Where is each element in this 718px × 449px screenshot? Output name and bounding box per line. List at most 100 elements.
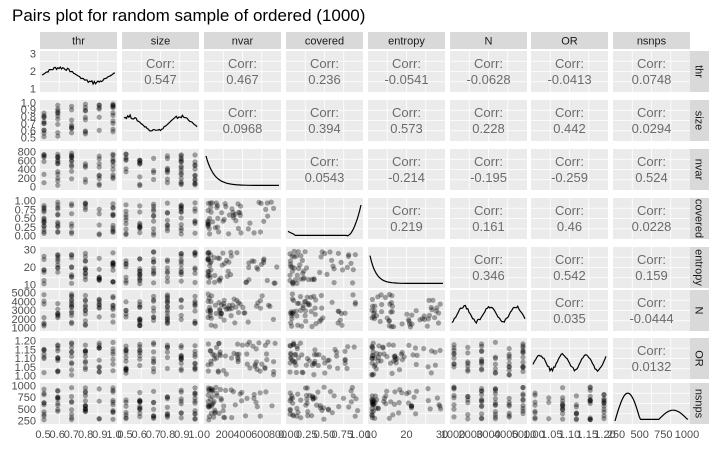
scatter-point	[238, 203, 244, 209]
scatter-point	[242, 413, 249, 419]
x-tick-label: 800	[269, 429, 287, 441]
scatter-point	[492, 366, 498, 372]
panel-OR-nsnps: Corr:0.0132	[613, 338, 690, 379]
scatter-point	[192, 385, 198, 391]
scatter-point	[178, 316, 184, 323]
scatter-point	[246, 339, 252, 345]
scatter-point	[69, 103, 75, 109]
scatter-point	[424, 323, 430, 329]
scatter-point	[55, 355, 61, 361]
scatter-point	[41, 230, 47, 236]
scatter-point	[221, 216, 227, 222]
scatter-point	[192, 208, 198, 214]
scatter-point	[479, 341, 485, 347]
scatter-point	[178, 271, 184, 278]
scatter-point	[520, 385, 526, 391]
scatter-point	[560, 404, 566, 410]
scatter-point	[137, 406, 143, 412]
scatter-point	[293, 369, 299, 376]
scatter-point	[386, 323, 392, 329]
scatter-point	[69, 407, 75, 413]
scatter-point	[390, 342, 396, 348]
scatter-point	[216, 255, 222, 261]
scatter-point	[205, 250, 211, 257]
scatter-point	[492, 388, 498, 394]
scatter-point	[479, 399, 485, 405]
scatter-point	[192, 354, 198, 360]
corr-label: Corr:	[474, 252, 503, 267]
scatter-point	[96, 274, 102, 281]
scatter-point	[164, 292, 170, 298]
scatter-point	[41, 114, 47, 120]
scatter-point	[123, 370, 129, 376]
scatter-point	[55, 264, 61, 271]
scatter-point	[352, 252, 358, 258]
scatter-point	[206, 279, 212, 285]
scatter-point	[192, 182, 198, 188]
y-tick-label: 0	[30, 182, 36, 194]
scatter-point	[69, 340, 75, 346]
scatter-point	[69, 398, 75, 405]
scatter-point	[229, 302, 236, 308]
scatter-point	[110, 104, 116, 110]
scatter-point	[41, 229, 47, 235]
scatter-point	[69, 264, 75, 271]
scatter-point	[192, 400, 198, 406]
scatter-point	[69, 372, 75, 378]
scatter-point	[164, 394, 170, 400]
scatter-point	[82, 107, 88, 113]
scatter-point	[69, 201, 75, 207]
scatter-point	[211, 398, 217, 405]
x-tick-label: 5000	[512, 429, 536, 441]
scatter-point	[55, 110, 61, 116]
scatter-point	[262, 365, 268, 371]
scatter-point	[325, 406, 331, 412]
panel-entropy-size	[122, 247, 199, 288]
scatter-point	[137, 304, 143, 310]
scatter-point	[192, 320, 198, 326]
scatter-point	[210, 400, 216, 406]
scatter-point	[311, 277, 317, 283]
scatter-point	[492, 361, 498, 367]
scatter-point	[205, 385, 212, 391]
scatter-point	[295, 322, 301, 328]
scatter-point	[69, 393, 75, 400]
scatter-point	[371, 316, 378, 322]
scatter-point	[465, 367, 471, 373]
scatter-point	[377, 318, 383, 325]
scatter-point	[309, 413, 315, 419]
x-tick-label: 0.6	[132, 429, 147, 441]
scatter-point	[151, 265, 157, 271]
x-tick-label: 0.5	[35, 429, 50, 441]
scatter-point	[289, 264, 295, 270]
scatter-point	[55, 368, 61, 374]
scatter-point	[178, 366, 184, 372]
panel-size-size	[122, 100, 199, 141]
scatter-point	[206, 249, 212, 255]
corr-value-thr-size: 0.547	[144, 72, 177, 87]
scatter-point	[110, 228, 116, 234]
scatter-point	[69, 150, 75, 156]
scatter-point	[192, 410, 198, 417]
panel-OR-thr	[40, 338, 117, 379]
scatter-point	[137, 256, 143, 262]
scatter-point	[55, 258, 61, 264]
scatter-point	[506, 402, 512, 408]
scatter-point	[217, 386, 223, 393]
scatter-point	[110, 105, 116, 111]
scatter-point	[272, 280, 278, 286]
scatter-point	[178, 269, 184, 276]
x-tick-label: 3000	[476, 429, 500, 441]
panel-size-thr	[40, 100, 117, 141]
scatter-point	[465, 368, 471, 374]
scatter-point	[110, 351, 116, 357]
scatter-point	[254, 404, 260, 410]
scatter-point	[321, 416, 327, 422]
scatter-point	[178, 209, 184, 215]
scatter-point	[55, 130, 61, 136]
scatter-point	[41, 256, 47, 262]
scatter-point	[82, 322, 88, 328]
row-strip-label-thr: thr	[693, 65, 705, 78]
scatter-point	[110, 416, 116, 422]
scatter-point	[55, 343, 61, 349]
